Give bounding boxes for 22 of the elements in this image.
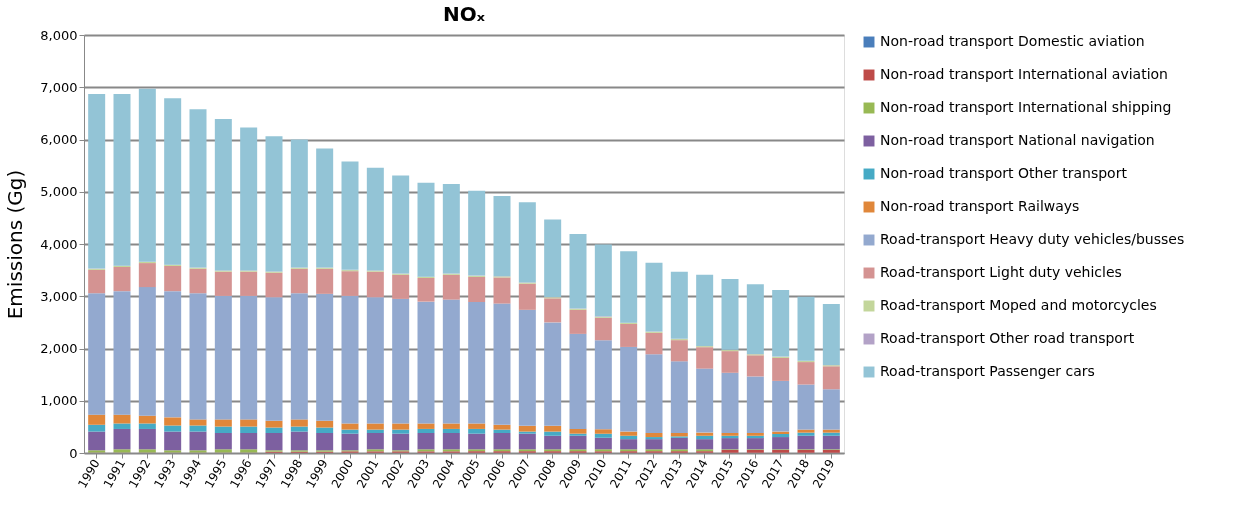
chart-title: NOₓ bbox=[443, 2, 486, 26]
legend-label: Non-road transport International shipping bbox=[880, 99, 1172, 115]
legend-label: Road-transport Light duty vehicles bbox=[880, 264, 1122, 280]
legend-label: Non-road transport Other transport bbox=[880, 165, 1128, 181]
legend-label: Non-road transport International aviation bbox=[880, 66, 1168, 82]
legend-label: Road-transport Heavy duty vehicles/busses bbox=[880, 231, 1185, 247]
legend-label: Non-road transport Railways bbox=[880, 198, 1080, 214]
y-tick-label: 3,000 bbox=[40, 288, 78, 304]
y-axis-title: Emissions (Gg) bbox=[3, 169, 28, 320]
legend-label: Road-transport Passenger cars bbox=[880, 363, 1095, 379]
y-tick-label: 1,000 bbox=[40, 393, 78, 409]
y-tick-label: 8,000 bbox=[40, 27, 78, 43]
legend-label: Road-transport Other road transport bbox=[880, 330, 1135, 346]
y-tick-label: 2,000 bbox=[40, 341, 78, 356]
y-tick-label: 7,000 bbox=[40, 79, 78, 95]
legend-label: Road-transport Moped and motorcycles bbox=[880, 297, 1157, 313]
y-tick-label: 4,000 bbox=[40, 236, 78, 252]
y-tick-label: 0 bbox=[69, 445, 78, 461]
y-tick-label: 5,000 bbox=[40, 184, 78, 200]
y-tick-label: 6,000 bbox=[40, 132, 78, 147]
legend-label: Non-road transport National navigation bbox=[880, 132, 1155, 148]
legend-label: Non-road transport Domestic aviation bbox=[880, 33, 1145, 49]
